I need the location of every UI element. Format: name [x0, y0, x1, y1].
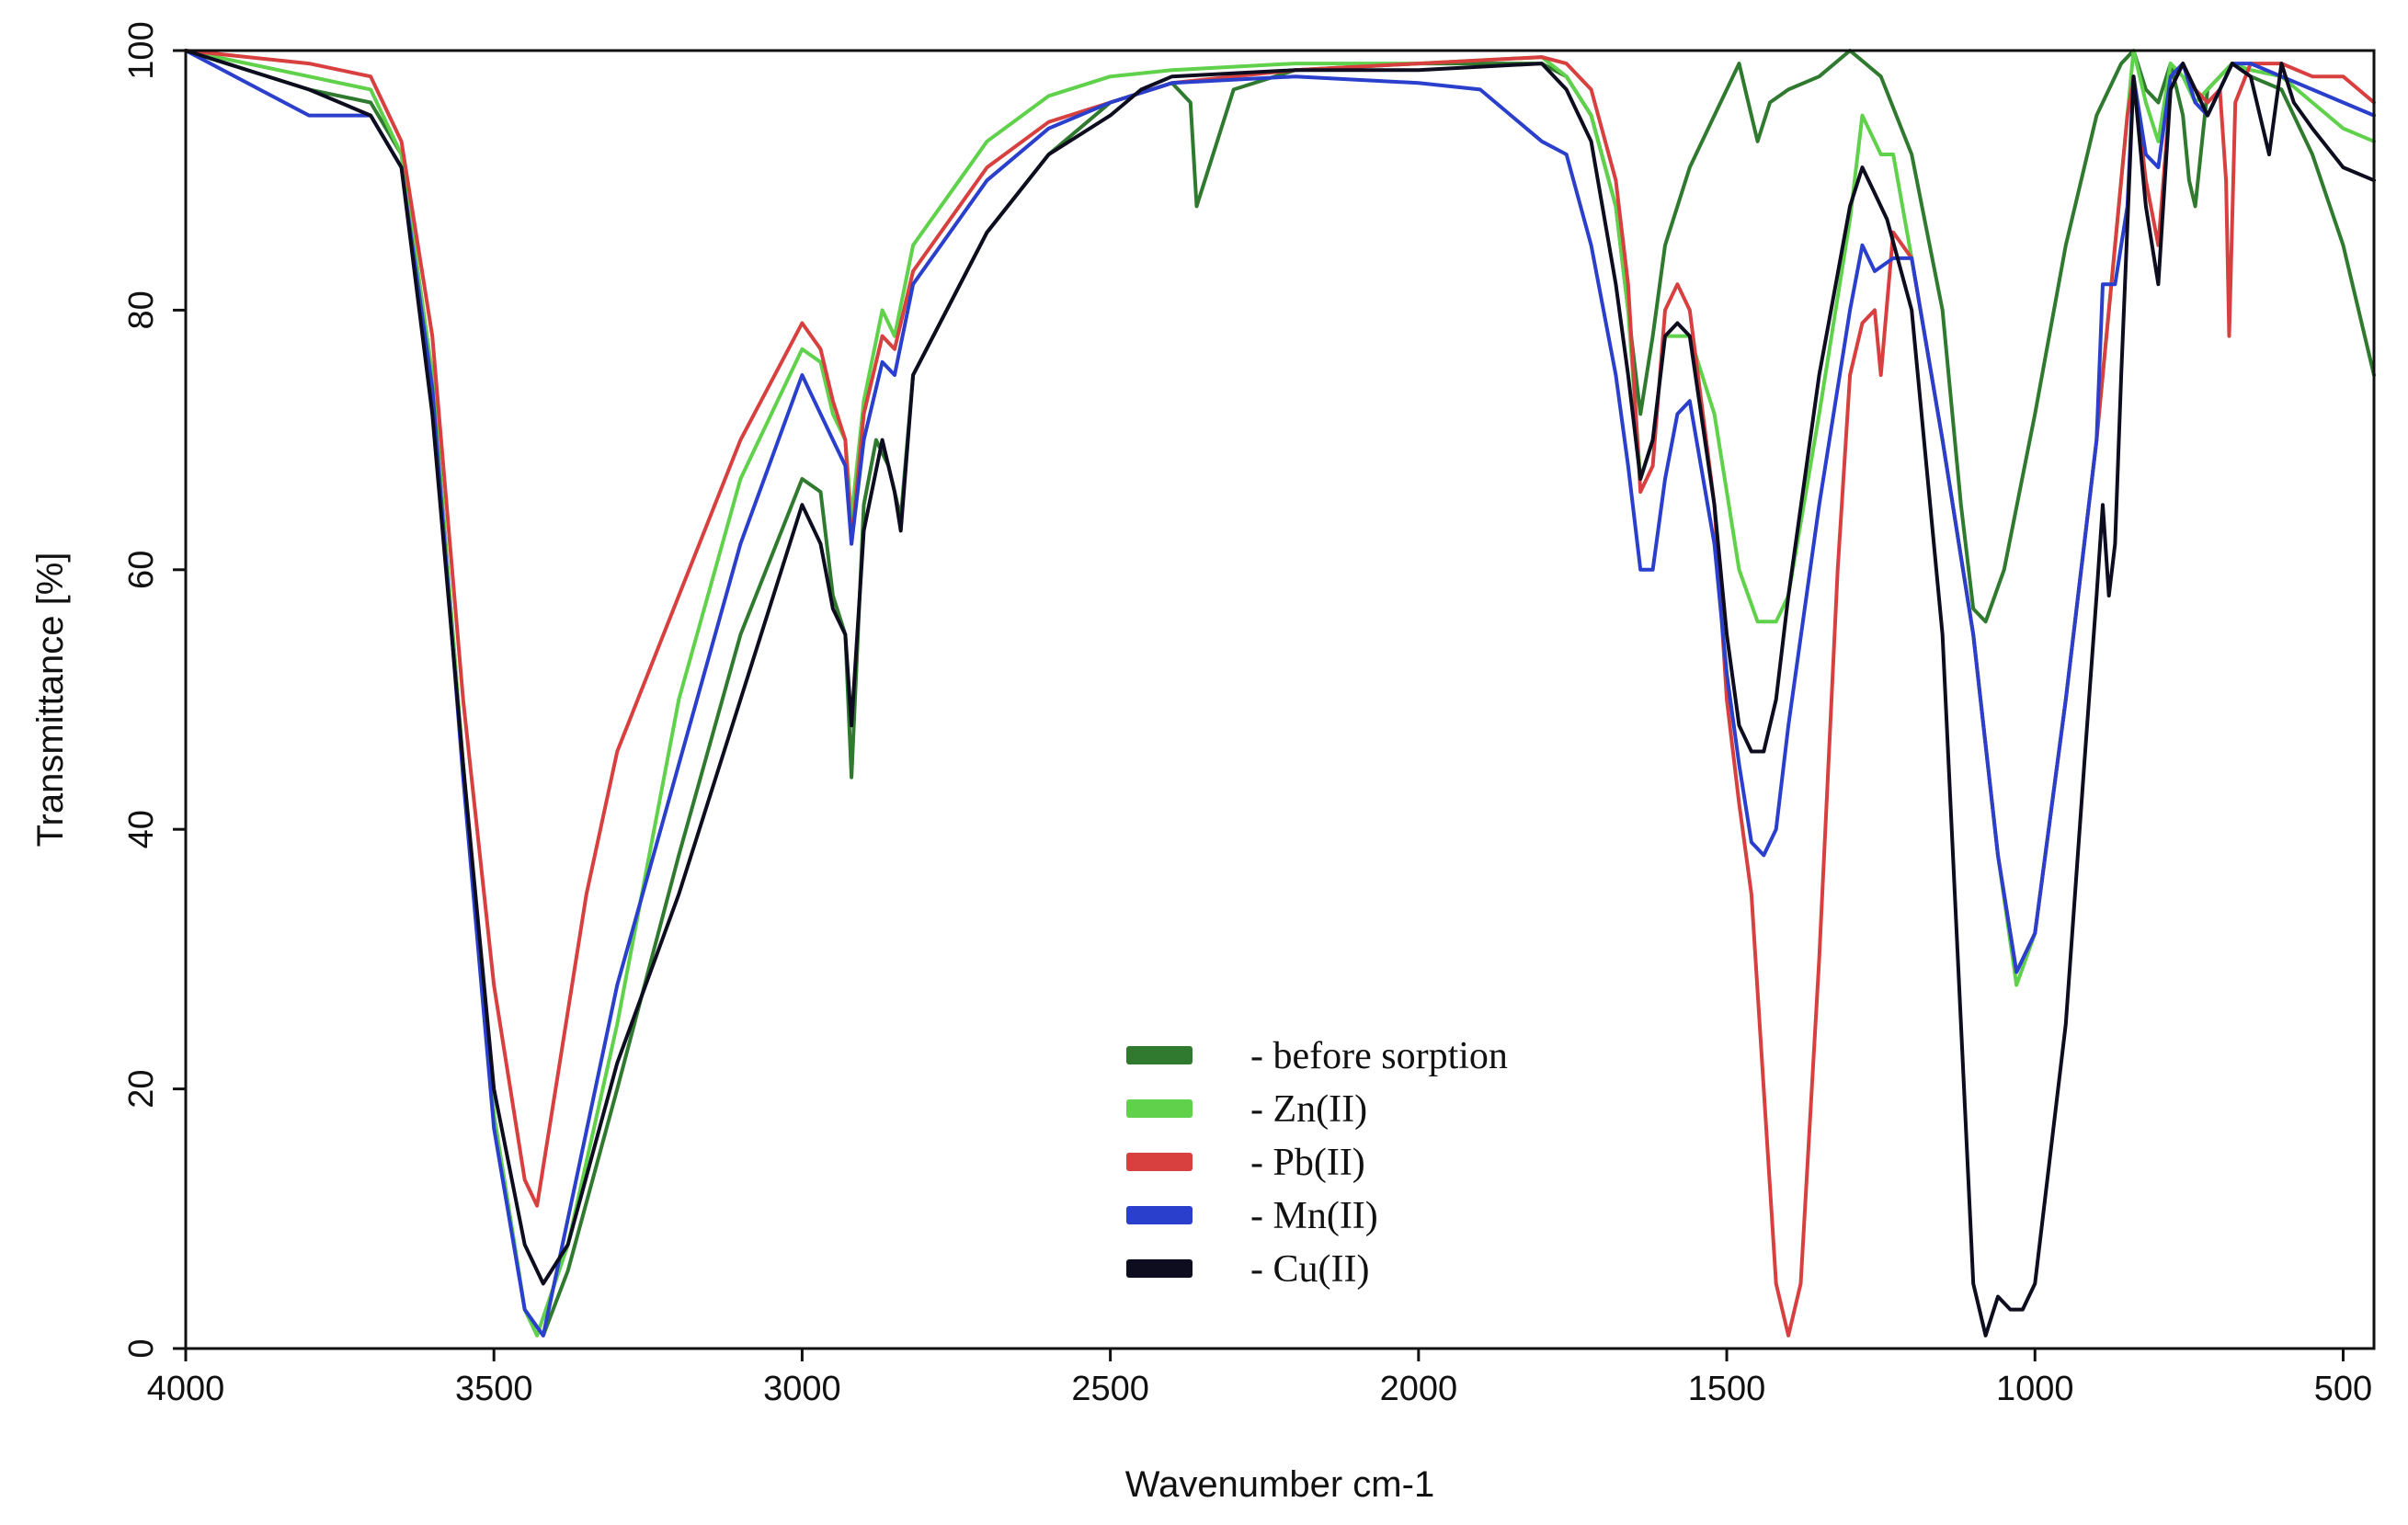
series-line-4	[184, 49, 2376, 1337]
legend-label: - Zn(II)	[1250, 1088, 1367, 1131]
x-axis-label: Wavenumber cm-1	[1125, 1464, 1434, 1505]
legend-label: - before sorption	[1250, 1035, 1508, 1077]
legend: - before sorption - Zn(II) - Pb(II) - Mn(II…	[1126, 1035, 1508, 1291]
y-tick-label: 80	[122, 290, 161, 329]
x-tick-label: 2500	[1071, 1370, 1149, 1408]
y-tick-label: 100	[122, 21, 161, 79]
y-tick-label: 40	[122, 810, 161, 848]
series-layer	[184, 49, 2376, 1337]
x-tick-label: 1500	[1688, 1370, 1766, 1408]
x-tick-label: 500	[2314, 1370, 2372, 1408]
legend-swatch	[1126, 1099, 1193, 1118]
y-tick-label: 60	[122, 551, 161, 589]
y-tick-label: 20	[122, 1069, 161, 1108]
y-tick-label: 0	[122, 1338, 161, 1358]
x-axis: 4000 3500 3000 2500 2000 1500 1000 500	[147, 1349, 2372, 1408]
legend-swatch	[1126, 1259, 1193, 1278]
plot-frame	[184, 49, 2376, 1350]
y-axis-label: Transmittance [%]	[30, 552, 71, 848]
series-line-1	[184, 49, 2376, 1337]
legend-swatch	[1126, 1046, 1193, 1064]
legend-swatch	[1126, 1153, 1193, 1171]
x-tick-label: 2000	[1380, 1370, 1458, 1408]
legend-swatch	[1126, 1206, 1193, 1224]
x-tick-label: 3000	[763, 1370, 841, 1408]
y-axis: 0 20 40 60 80 100	[122, 21, 186, 1359]
x-tick-label: 3500	[455, 1370, 533, 1408]
legend-label: - Pb(II)	[1250, 1142, 1365, 1184]
x-tick-label: 1000	[1996, 1370, 2074, 1408]
x-tick-label: 4000	[147, 1370, 225, 1408]
legend-label: - Cu(II)	[1250, 1248, 1369, 1291]
legend-label: - Mn(II)	[1250, 1195, 1378, 1237]
